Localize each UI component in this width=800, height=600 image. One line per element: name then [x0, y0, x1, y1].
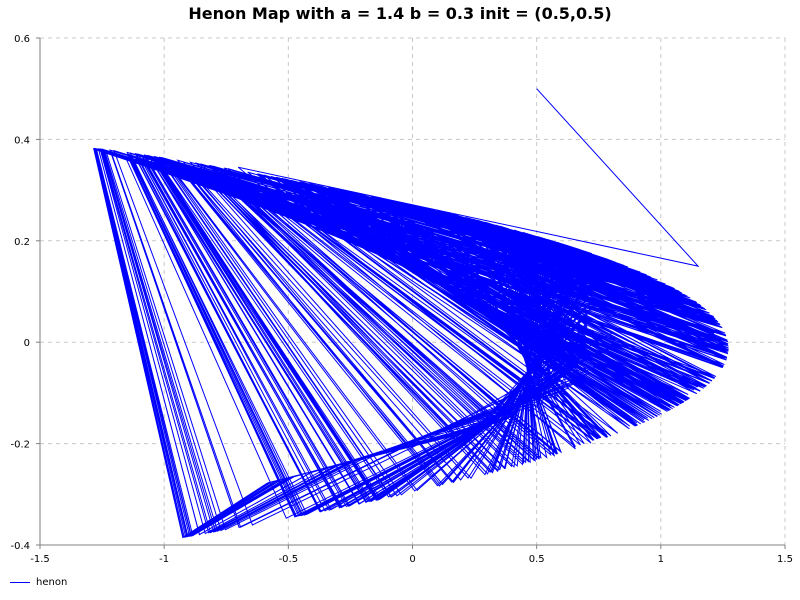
y-tick-label: -0.2 — [10, 440, 30, 451]
x-tick-label: -1.5 — [30, 554, 50, 565]
y-tick-label: 0.4 — [14, 135, 30, 146]
legend-label: henon — [36, 576, 68, 588]
series-line-henon — [93, 88, 729, 539]
series-layer — [93, 88, 729, 539]
x-tick-label: 0 — [409, 554, 415, 565]
y-tick-label: -0.4 — [10, 541, 30, 552]
x-tick-label: 1.5 — [777, 554, 793, 565]
legend: henon — [10, 575, 67, 589]
tick-labels: -1.5 -1 -0.5 0 0.5 1 1.5 -0.4 -0.2 0 0.2 0.4 0.6 — [10, 34, 792, 565]
x-tick-label: -0.5 — [279, 554, 299, 565]
x-tick-label: 0.5 — [529, 554, 545, 565]
legend-swatch — [10, 581, 30, 583]
x-tick-label: -1 — [159, 554, 169, 565]
axes — [36, 37, 786, 549]
y-tick-label: 0.2 — [14, 237, 30, 248]
x-tick-label: 1 — [658, 554, 664, 565]
chart-title: Henon Map with a = 1.4 b = 0.3 init = (0… — [188, 4, 612, 23]
y-tick-label: 0.6 — [14, 34, 30, 45]
y-tick-label: 0 — [24, 338, 30, 349]
